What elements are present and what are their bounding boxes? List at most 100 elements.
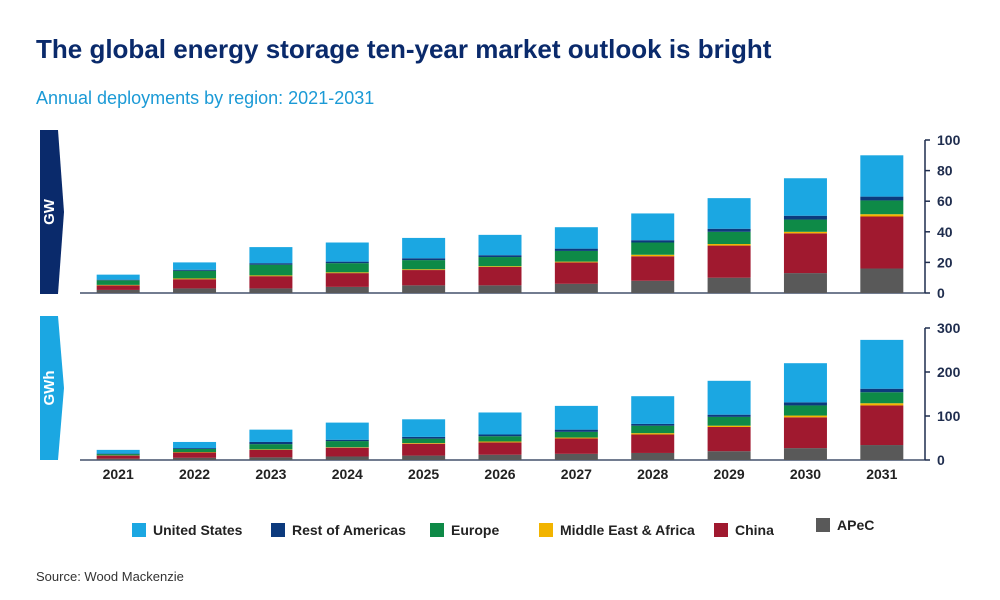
legend-swatch-middle-east-africa	[539, 523, 553, 537]
gwh-bar-united-states-2030	[783, 363, 827, 403]
x-tick-label-2028: 2028	[637, 466, 668, 482]
gwh-unit-label: GWh	[41, 371, 58, 406]
x-tick-label-2030: 2030	[790, 466, 821, 482]
gw-bar-rest-of-americas-2023	[249, 263, 293, 265]
gwh-bar-apec-2027	[554, 453, 598, 460]
gw-bar-united-states-2030	[783, 178, 827, 216]
gw-y-tick-label: 60	[937, 193, 953, 209]
gwh-bar-apec-2024	[325, 456, 369, 460]
gw-bar-europe-2029	[707, 231, 751, 245]
gwh-bar-rest-of-americas-2030	[783, 402, 827, 406]
legend-swatch-apec	[816, 518, 830, 532]
gw-bar-middle-east-africa-2031	[860, 214, 904, 217]
gw-bar-china-2031	[860, 216, 904, 269]
gw-bar-united-states-2024	[325, 242, 369, 262]
gw-bar-middle-east-africa-2029	[707, 244, 751, 246]
gw-bar-middle-east-africa-2022	[173, 278, 217, 280]
gw-bar-rest-of-americas-2025	[402, 258, 446, 261]
gw-bar-middle-east-africa-2026	[478, 266, 522, 267]
gwh-bar-middle-east-africa-2029	[707, 425, 751, 427]
gwh-bar-china-2022	[173, 452, 217, 458]
gwh-bar-europe-2029	[707, 416, 751, 426]
x-tick-label-2023: 2023	[255, 466, 286, 482]
gwh-bar-rest-of-americas-2031	[860, 388, 904, 393]
gw-bar-china-2024	[325, 273, 369, 287]
x-tick-label-2026: 2026	[484, 466, 515, 482]
gw-bar-apec-2031	[860, 268, 904, 293]
gwh-bar-europe-2031	[860, 392, 904, 404]
gw-unit-tab	[40, 130, 64, 294]
gw-bar-europe-2025	[402, 260, 446, 270]
gwh-bar-apec-2026	[478, 454, 522, 460]
gwh-bar-united-states-2025	[402, 419, 446, 437]
gwh-bar-united-states-2028	[631, 396, 675, 424]
gwh-bar-rest-of-americas-2022	[173, 448, 217, 449]
gwh-bar-europe-2021	[96, 454, 140, 456]
gwh-bar-united-states-2024	[325, 422, 369, 440]
gw-bar-europe-2030	[783, 219, 827, 232]
gw-bar-rest-of-americas-2029	[707, 228, 751, 232]
gwh-bar-rest-of-americas-2028	[631, 423, 675, 426]
gwh-bar-middle-east-africa-2031	[860, 403, 904, 406]
legend-label-europe: Europe	[451, 522, 500, 538]
gwh-bar-china-2023	[249, 449, 293, 458]
legend-item-europe: Europe	[430, 519, 499, 541]
gw-bar-united-states-2026	[478, 234, 522, 256]
gwh-bar-middle-east-africa-2026	[478, 441, 522, 443]
gw-bar-rest-of-americas-2024	[325, 261, 369, 264]
gwh-bar-united-states-2031	[860, 339, 904, 389]
gwh-bar-rest-of-americas-2024	[325, 439, 369, 442]
gwh-y-tick-label: 100	[937, 408, 961, 424]
gw-bar-middle-east-africa-2024	[325, 272, 369, 274]
gw-bar-rest-of-americas-2021	[96, 279, 140, 281]
gwh-bar-rest-of-americas-2026	[478, 434, 522, 437]
gwh-bar-china-2028	[631, 434, 675, 453]
legend-label-rest-of-americas: Rest of Americas	[292, 522, 406, 538]
gwh-bar-europe-2022	[173, 449, 217, 453]
gw-bar-apec-2030	[783, 273, 827, 293]
legend-swatch-europe	[430, 523, 444, 537]
gwh-bar-europe-2025	[402, 438, 446, 444]
gw-y-tick-label: 20	[937, 254, 953, 270]
gwh-bar-united-states-2029	[707, 380, 751, 415]
x-tick-label-2027: 2027	[561, 466, 592, 482]
gw-bar-middle-east-africa-2030	[783, 231, 827, 234]
source-note: Source: Wood Mackenzie	[36, 569, 184, 584]
gw-bar-rest-of-americas-2028	[631, 240, 675, 243]
gw-bar-united-states-2021	[96, 274, 140, 280]
gwh-bar-china-2024	[325, 447, 369, 457]
gw-bar-united-states-2025	[402, 237, 446, 259]
gw-bar-china-2028	[631, 256, 675, 281]
gw-bar-apec-2029	[707, 277, 751, 293]
gw-bar-apec-2023	[249, 288, 293, 293]
gwh-bar-apec-2023	[249, 457, 293, 460]
gwh-bar-apec-2022	[173, 457, 217, 460]
gwh-bar-united-states-2027	[554, 405, 598, 430]
gw-bar-united-states-2023	[249, 247, 293, 264]
gw-bar-rest-of-americas-2027	[554, 248, 598, 251]
gwh-bar-rest-of-americas-2029	[707, 414, 751, 417]
gw-bar-apec-2026	[478, 285, 522, 293]
gw-bar-united-states-2029	[707, 198, 751, 229]
gwh-bar-middle-east-africa-2025	[402, 443, 446, 444]
gw-bar-apec-2021	[96, 289, 140, 293]
gw-bar-china-2023	[249, 276, 293, 289]
gwh-bar-china-2031	[860, 405, 904, 446]
gwh-bar-united-states-2023	[249, 429, 293, 442]
gwh-bar-apec-2029	[707, 451, 751, 460]
gw-bar-rest-of-americas-2022	[173, 269, 217, 271]
gwh-bar-middle-east-africa-2030	[783, 415, 827, 418]
gw-bar-united-states-2027	[554, 227, 598, 249]
gwh-bar-china-2026	[478, 442, 522, 455]
gw-bar-europe-2026	[478, 257, 522, 267]
legend-item-rest-of-americas: Rest of Americas	[271, 519, 406, 541]
gwh-bar-middle-east-africa-2028	[631, 433, 675, 435]
legend-label-apec: APeC	[837, 517, 875, 533]
gwh-bar-apec-2031	[860, 445, 904, 460]
legend-swatch-china	[714, 523, 728, 537]
x-tick-label-2025: 2025	[408, 466, 439, 482]
gwh-bar-united-states-2022	[173, 441, 217, 449]
gw-bar-apec-2025	[402, 285, 446, 293]
chart-title: The global energy storage ten-year marke…	[36, 34, 772, 64]
gwh-bar-china-2029	[707, 427, 751, 452]
